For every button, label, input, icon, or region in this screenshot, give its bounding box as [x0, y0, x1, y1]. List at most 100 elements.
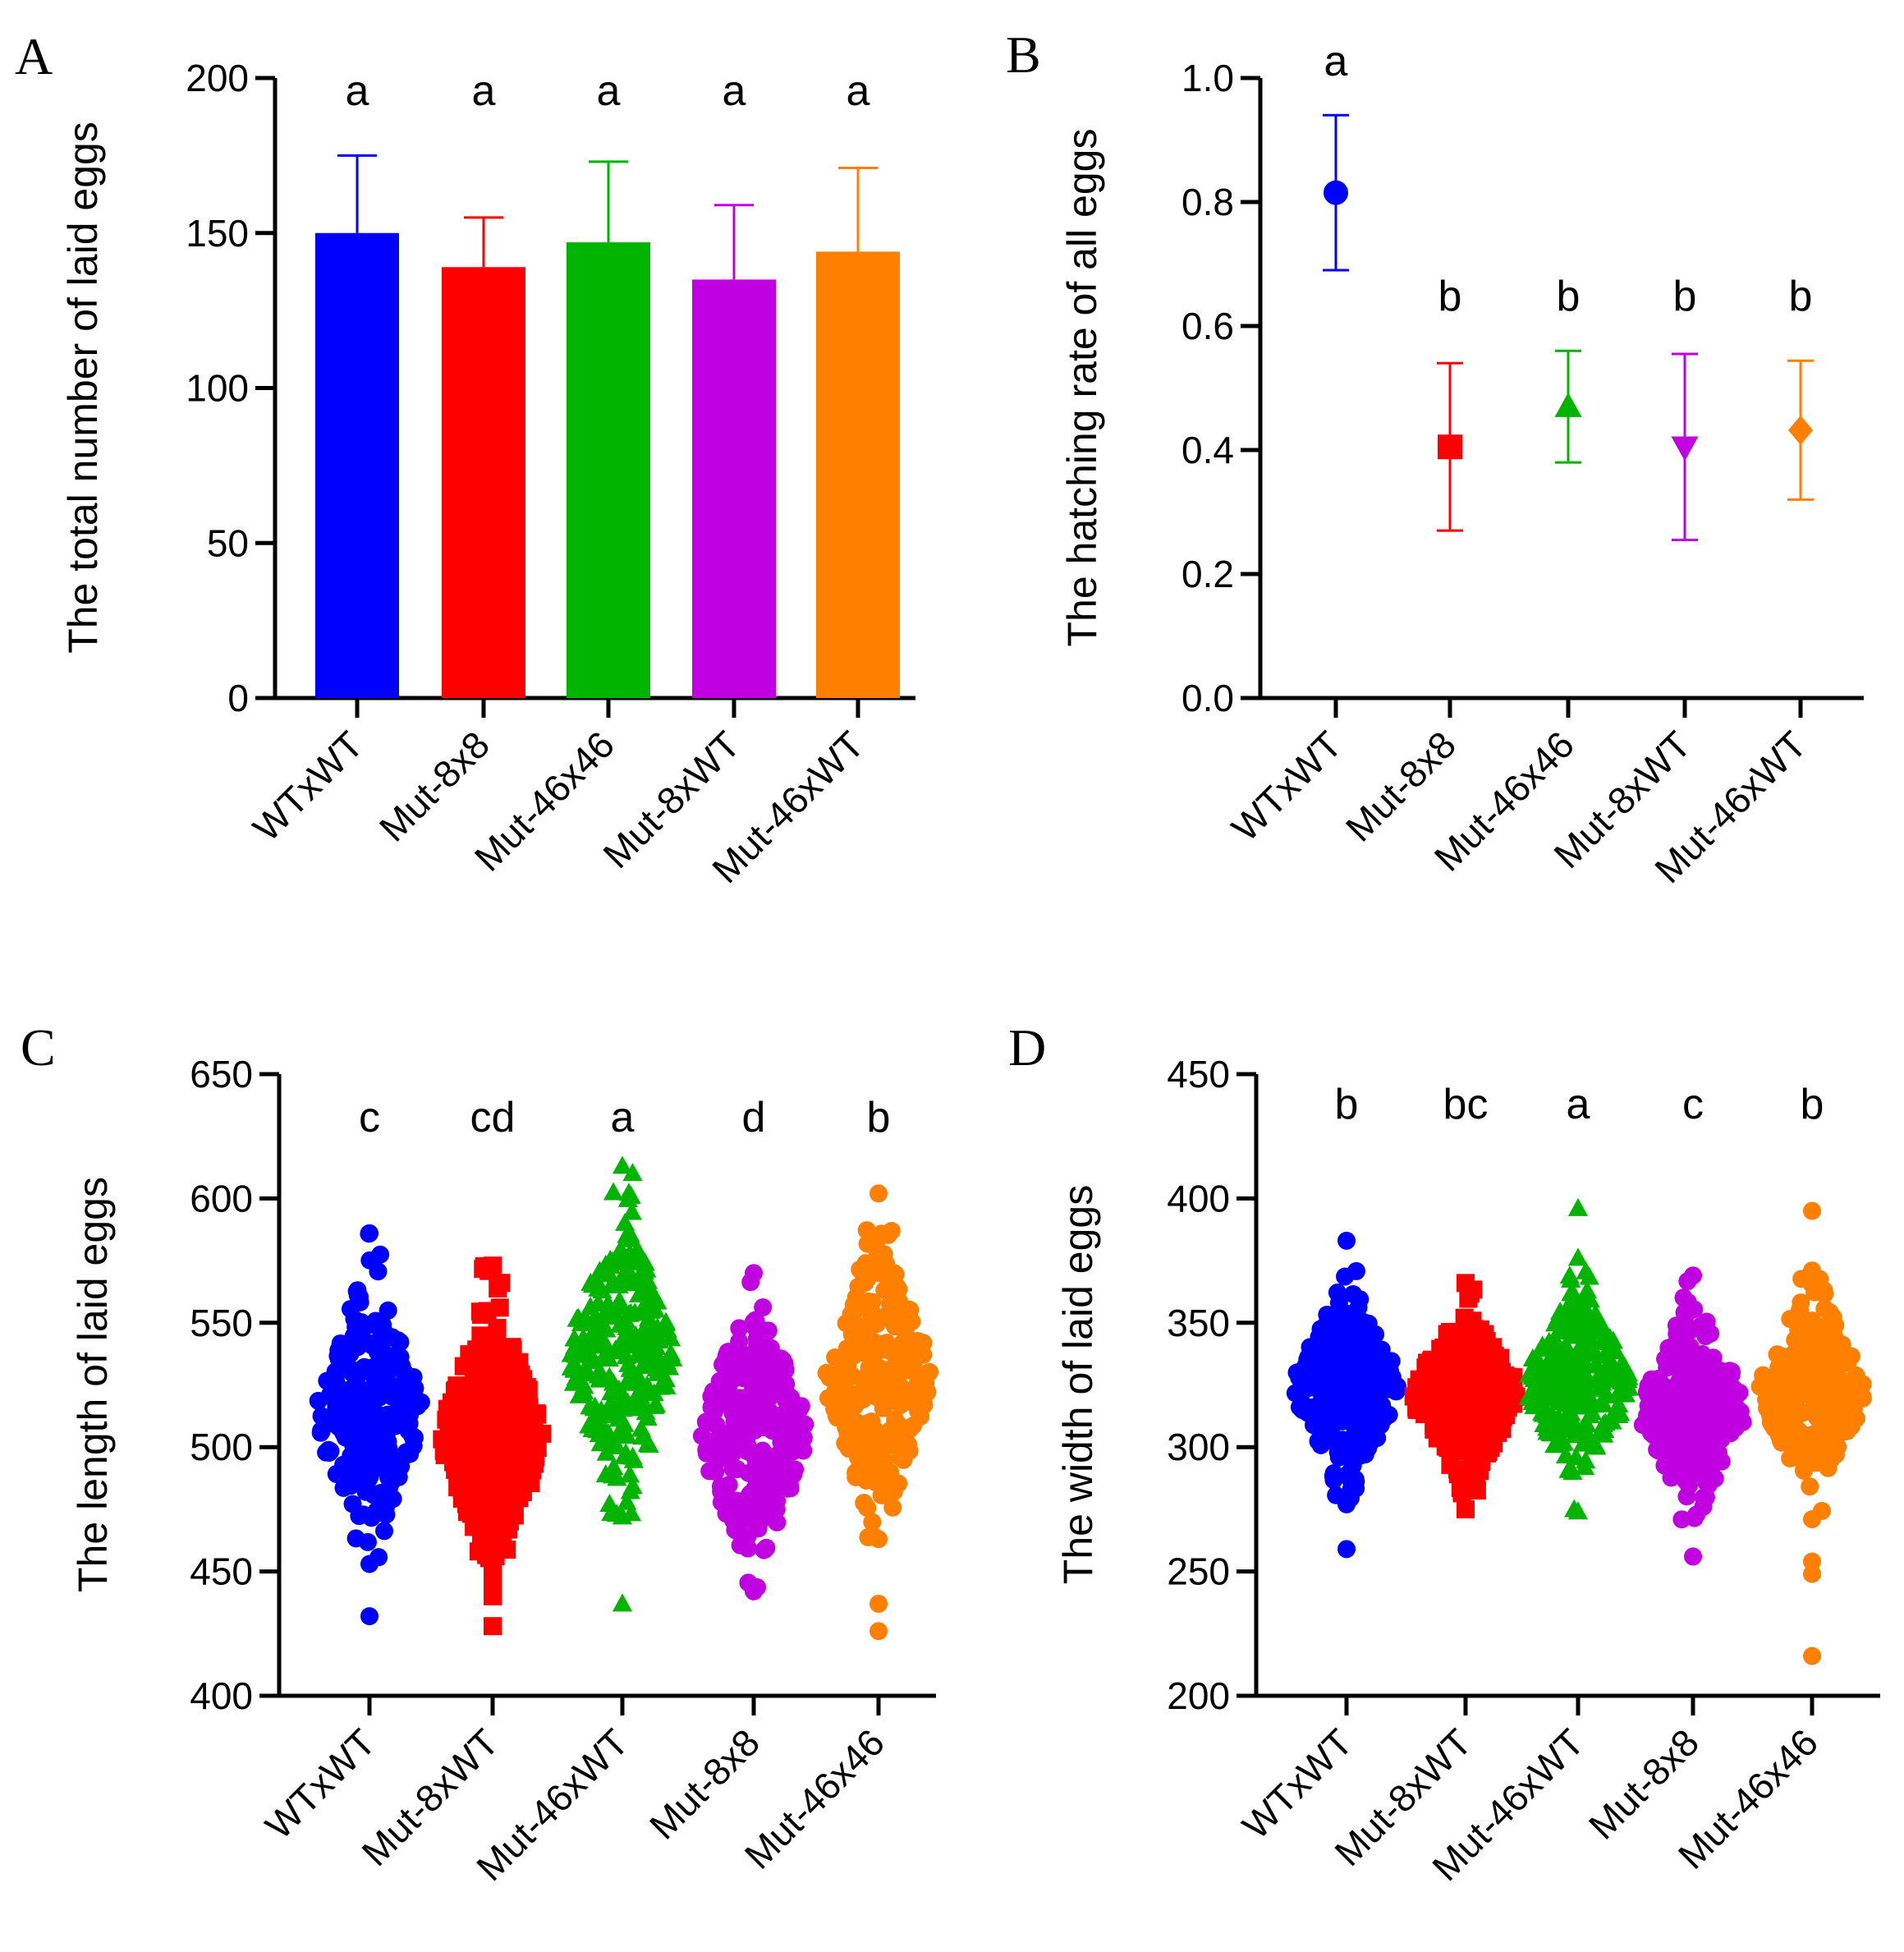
data-point: [1347, 1479, 1365, 1498]
data-point: [1373, 1405, 1392, 1424]
data-point: [498, 1541, 516, 1559]
y-tick-label: 350: [1167, 1302, 1230, 1344]
data-point: [639, 1295, 659, 1314]
data-point: [738, 1539, 757, 1558]
data-point: [489, 1279, 507, 1298]
data-point: [326, 1392, 345, 1411]
data-point: [1608, 1394, 1629, 1412]
panel-label: A: [15, 27, 53, 85]
data-point: [773, 1351, 792, 1370]
y-tick-label: 50: [207, 521, 249, 564]
data-point: [900, 1304, 919, 1323]
data-point: [1759, 1384, 1778, 1403]
data-point: [743, 1509, 762, 1527]
y-tick-label: 550: [190, 1302, 253, 1344]
data-point: [1789, 1320, 1808, 1339]
data-point: [1563, 1292, 1584, 1311]
data-point: [1574, 1457, 1595, 1476]
mean-point: [1438, 434, 1462, 460]
data-point: [635, 1252, 655, 1271]
data-point: [601, 1252, 622, 1270]
data-point: [1576, 1261, 1596, 1279]
significance-letter: a: [472, 67, 496, 115]
data-point: [384, 1464, 403, 1483]
data-point: [601, 1382, 622, 1401]
y-axis-title: The total number of laid eggs: [60, 122, 106, 654]
mean-point: [1671, 436, 1699, 462]
data-point: [860, 1444, 879, 1463]
data-point: [1452, 1466, 1470, 1485]
data-point: [338, 1380, 357, 1399]
data-point: [334, 1423, 353, 1442]
mean-point: [1788, 415, 1813, 445]
data-point: [601, 1302, 622, 1320]
data-point: [855, 1494, 874, 1513]
data-point: [618, 1273, 639, 1292]
data-point: [1675, 1303, 1694, 1322]
data-point: [603, 1405, 624, 1424]
data-point: [621, 1185, 641, 1204]
data-point: [884, 1482, 903, 1501]
data-point: [507, 1406, 525, 1425]
data-point: [1803, 1510, 1821, 1529]
point-cloud: [1518, 1197, 1640, 1520]
data-point: [864, 1332, 883, 1351]
data-point: [1567, 1501, 1589, 1520]
data-point: [789, 1421, 808, 1440]
data-point: [622, 1476, 643, 1495]
y-tick-label: 600: [190, 1177, 253, 1219]
data-point: [1475, 1325, 1494, 1343]
data-point: [1585, 1303, 1606, 1322]
point-cloud: [1404, 1274, 1525, 1518]
data-point: [616, 1310, 636, 1329]
data-point: [516, 1471, 534, 1490]
data-point: [902, 1353, 920, 1372]
data-point: [1586, 1436, 1607, 1455]
data-point: [1648, 1440, 1667, 1459]
data-point: [1671, 1429, 1690, 1448]
data-point: [1833, 1388, 1852, 1407]
data-point: [1594, 1420, 1615, 1439]
data-point: [863, 1513, 882, 1532]
data-point: [588, 1365, 608, 1384]
data-point: [1345, 1374, 1364, 1393]
outlier-point: [1803, 1647, 1821, 1665]
data-point: [1815, 1299, 1834, 1318]
data-point: [842, 1305, 860, 1324]
data-point: [508, 1453, 527, 1472]
data-point: [1780, 1362, 1799, 1380]
y-tick-label: 300: [1167, 1426, 1230, 1468]
data-point: [768, 1415, 787, 1434]
data-point: [309, 1391, 328, 1410]
data-point: [700, 1462, 719, 1481]
point-cloud: [309, 1224, 430, 1626]
y-tick-label: 0.0: [1181, 677, 1234, 719]
mean-point: [1554, 392, 1582, 417]
data-point: [469, 1474, 488, 1493]
data-point: [360, 1224, 379, 1242]
outlier-point: [612, 1593, 633, 1612]
y-tick-label: 200: [186, 57, 249, 99]
significance-letter: b: [867, 1094, 891, 1141]
data-point: [366, 1311, 385, 1330]
data-point: [351, 1389, 370, 1408]
data-point: [716, 1438, 735, 1457]
data-point: [1532, 1339, 1553, 1357]
significance-letter: a: [597, 67, 621, 115]
data-point: [474, 1345, 493, 1364]
data-point: [757, 1378, 776, 1397]
data-point: [592, 1280, 612, 1299]
y-tick-label: 450: [190, 1550, 253, 1593]
data-point: [842, 1325, 861, 1343]
data-point: [1804, 1329, 1823, 1348]
data-point: [745, 1264, 763, 1283]
outlier-point: [1567, 1197, 1589, 1216]
data-point: [392, 1449, 411, 1468]
y-tick-label: 450: [1167, 1053, 1230, 1095]
significance-letter: d: [742, 1094, 766, 1141]
data-point: [915, 1385, 934, 1404]
data-point: [697, 1444, 716, 1463]
data-point: [719, 1343, 738, 1362]
data-point: [1360, 1433, 1379, 1452]
